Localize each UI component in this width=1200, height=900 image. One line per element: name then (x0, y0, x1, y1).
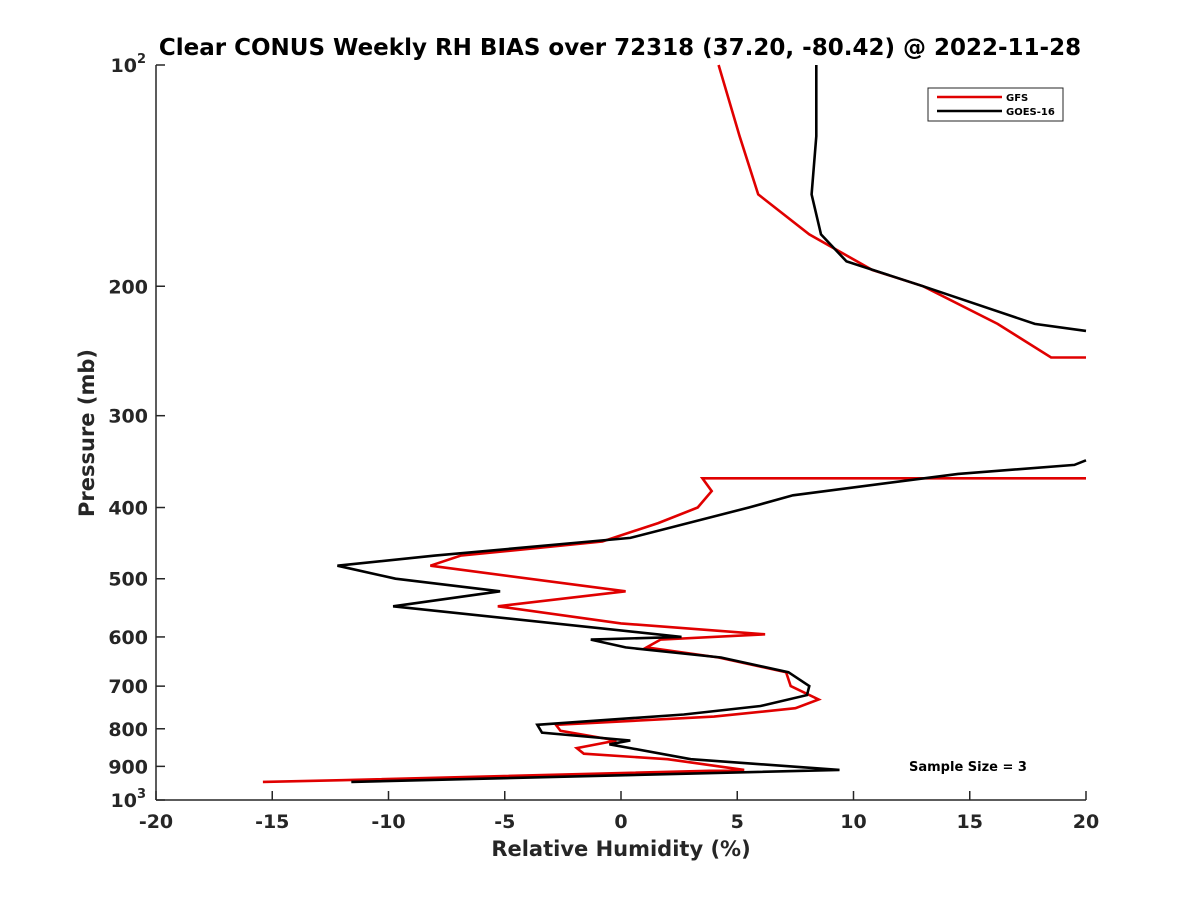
legend-label-gfs: GFS (1006, 93, 1028, 104)
y-tick-label-base: 500 (108, 569, 148, 591)
x-tick-label: -15 (255, 811, 289, 833)
x-ticks: -20 -15 -10 -5 0 5 10 15 20 (139, 791, 1099, 833)
sample-size-annotation: Sample Size = 3 (909, 760, 1027, 775)
series-lines (262, 64, 1087, 784)
x-tick-label: 0 (614, 811, 627, 833)
x-axis-label: Relative Humidity (%) (491, 837, 750, 861)
y-tick-label: 900 (108, 756, 148, 778)
x-tick-label: -5 (494, 811, 515, 833)
y-tick-label: 200 (108, 276, 148, 298)
y-tick-label: 102 (111, 52, 147, 77)
legend: GFS GOES-16 (927, 87, 1064, 122)
series-line-goes-16 (337, 459, 1087, 784)
legend-label-goes-16: GOES-16 (1006, 107, 1055, 118)
x-tick-label: 10 (840, 811, 866, 833)
y-tick-label: 103 (111, 787, 147, 812)
x-tick-label: 20 (1073, 811, 1099, 833)
chart-title: Clear CONUS Weekly RH BIAS over 72318 (3… (159, 35, 1081, 61)
y-tick-label: 300 (108, 406, 148, 428)
series-line-goes-16 (810, 65, 1087, 333)
y-tick-label-exponent: 3 (137, 787, 146, 802)
y-tick-label-base: 900 (108, 756, 148, 778)
y-tick-label-base: 700 (108, 676, 148, 698)
y-tick-label: 400 (108, 498, 148, 520)
y-tick-label: 700 (108, 676, 148, 698)
y-tick-label-exponent: 2 (137, 52, 146, 67)
y-tick-label-base: 400 (108, 498, 148, 520)
y-axis-label: Pressure (mb) (75, 349, 99, 517)
x-tick-label: 15 (957, 811, 983, 833)
x-tick-label: 5 (731, 811, 744, 833)
legend-box (927, 87, 1064, 122)
plot-axes (155, 65, 1086, 801)
y-tick-label: 500 (108, 569, 148, 591)
y-tick-label: 600 (108, 627, 148, 649)
y-tick-label-base: 10 (111, 790, 137, 812)
y-tick-label-base: 10 (111, 55, 137, 77)
y-tick-label-base: 800 (108, 719, 148, 741)
x-tick-label: -10 (371, 811, 405, 833)
x-tick-label: -20 (139, 811, 173, 833)
y-tick-label-base: 600 (108, 627, 148, 649)
y-tick-label-base: 200 (108, 276, 148, 298)
y-tick-label: 800 (108, 719, 148, 741)
y-tick-label-base: 300 (108, 406, 148, 428)
series-line-gfs (262, 476, 1086, 784)
